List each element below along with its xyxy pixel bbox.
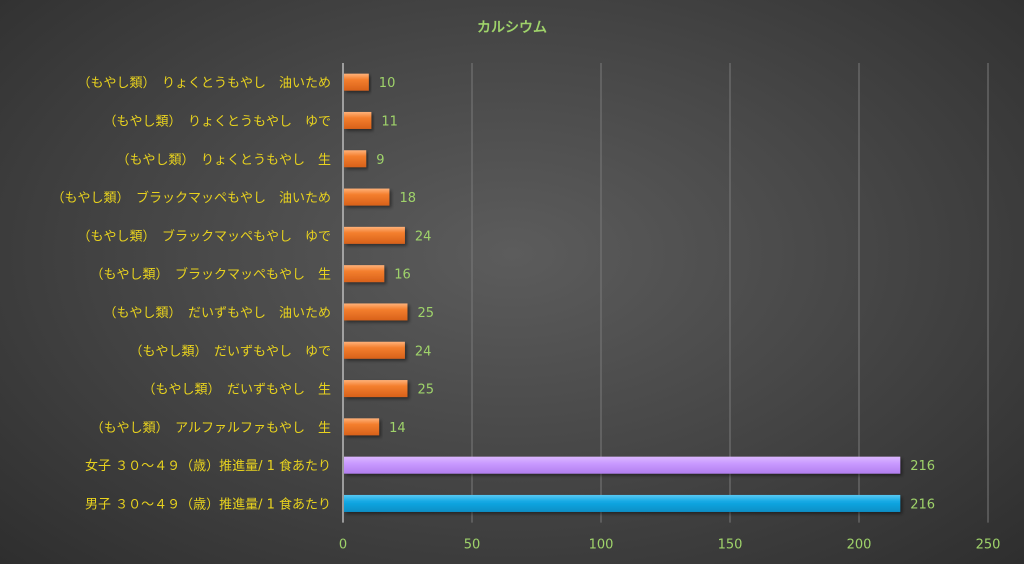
bar-value-label: 25 xyxy=(418,306,435,321)
x-tick-label: 0 xyxy=(339,538,347,553)
bars xyxy=(344,73,901,512)
chart-title: カルシウム xyxy=(477,20,547,36)
bar-value-label: 216 xyxy=(910,497,935,512)
bar-value-label: 216 xyxy=(910,459,935,474)
bar xyxy=(344,188,390,206)
gridlines xyxy=(471,63,989,523)
x-tick-label: 50 xyxy=(464,538,481,553)
x-tick-label: 100 xyxy=(589,538,614,553)
bar-value-label: 9 xyxy=(376,153,384,168)
bar-value-label: 14 xyxy=(389,421,406,436)
category-label: 男子 ３０～４９（歳）推進量/ 1 食あたり xyxy=(85,496,331,512)
x-tick-label: 200 xyxy=(847,538,872,553)
bar-value-label: 10 xyxy=(379,76,396,91)
bar-value-label: 11 xyxy=(381,114,398,129)
bar xyxy=(344,265,385,283)
bar xyxy=(344,303,408,321)
x-tick-label: 150 xyxy=(718,538,743,553)
category-label: （もやし類） りょくとうもやし 生 xyxy=(116,153,331,168)
bar-value-label: 24 xyxy=(415,344,432,359)
category-label: （もやし類） だいずもやし 油いため xyxy=(103,306,331,321)
labels: 0 50 100 150 200 250 10 （もやし類） りょくとうもやし 油いため 11 （… xyxy=(51,76,1000,552)
bar-value-label: 16 xyxy=(394,268,411,283)
bar-value-label: 18 xyxy=(399,191,416,206)
category-label: （もやし類） りょくとうもやし ゆで xyxy=(103,114,331,129)
bar xyxy=(344,418,380,436)
category-label: （もやし類） だいずもやし 生 xyxy=(142,383,331,398)
bar xyxy=(344,494,901,512)
bar xyxy=(344,150,367,168)
x-tick-label: 250 xyxy=(976,538,1001,553)
bar xyxy=(344,341,405,359)
bar xyxy=(344,73,369,91)
category-label: （もやし類） ブラックマッペもやし 生 xyxy=(90,267,331,283)
bar-value-label: 24 xyxy=(415,229,432,244)
category-label: （もやし類） アルファルファもやし 生 xyxy=(91,421,331,436)
bar xyxy=(344,380,408,398)
bar xyxy=(344,456,901,474)
category-label: （もやし類） りょくとうもやし 油いため xyxy=(77,76,331,91)
category-label: （もやし類） ブラックマッペもやし ゆで xyxy=(77,228,331,244)
bar xyxy=(344,111,372,129)
category-label: （もやし類） ブラックマッペもやし 油いため xyxy=(51,190,331,206)
bar xyxy=(344,226,405,244)
bar-value-label: 25 xyxy=(418,383,435,398)
category-label: 女子 ３０～４９（歳）推進量/ 1 食あたり xyxy=(85,458,331,474)
category-label: （もやし類） だいずもやし ゆで xyxy=(129,344,331,359)
